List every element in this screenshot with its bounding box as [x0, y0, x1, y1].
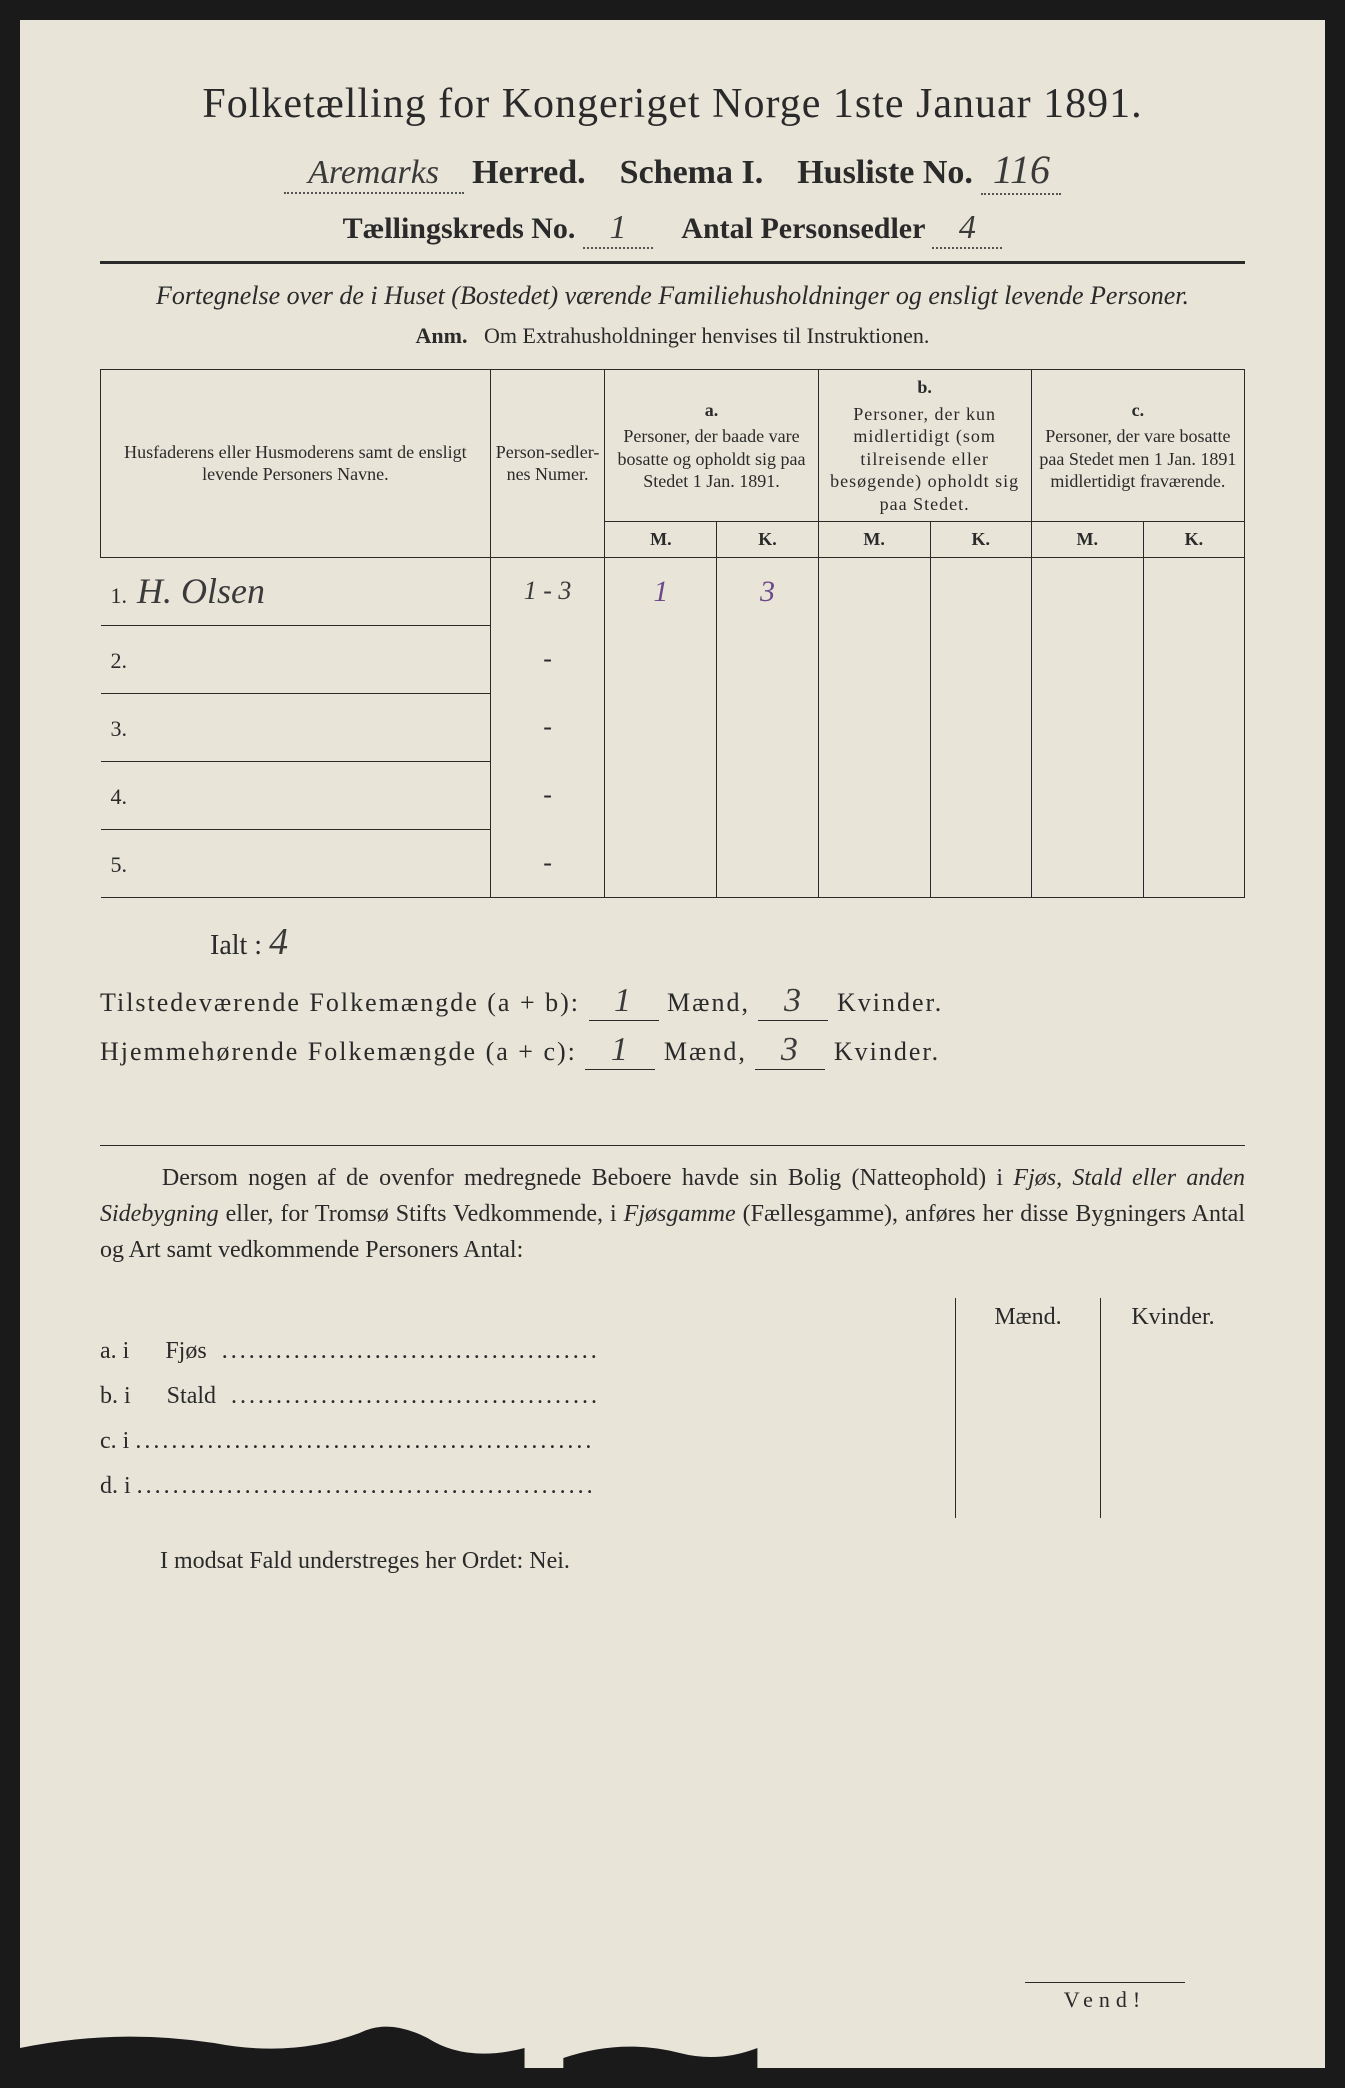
- col-a-k: K.: [717, 522, 818, 558]
- col-c-m: M.: [1031, 522, 1143, 558]
- table-row: 2. -: [101, 625, 1245, 693]
- col-b: b. Personer, der kun midlertidigt (som t…: [818, 370, 1031, 522]
- col-names: Husfaderens eller Husmoderens samt de en…: [101, 370, 491, 558]
- table-row: 5. -: [101, 829, 1245, 897]
- col-b-k: K.: [930, 522, 1031, 558]
- housing-paragraph: Dersom nogen af de ovenfor medregnede Be…: [100, 1160, 1245, 1268]
- census-form-page: Folketælling for Kongeriget Norge 1ste J…: [20, 20, 1325, 2068]
- summary-present: Tilstedeværende Folkemængde (a + b): 1 M…: [100, 982, 1245, 1021]
- col-c: c. Personer, der vare bosatte paa Stedet…: [1031, 370, 1244, 522]
- anm-label: Anm.: [416, 323, 468, 348]
- schema-label: Schema I.: [620, 154, 764, 191]
- kreds-value: 1: [583, 209, 653, 249]
- col-a: a. Personer, der baade vare bosatte og o…: [605, 370, 818, 522]
- table-row: 1.H. Olsen 1 - 3 1 3: [101, 557, 1245, 625]
- modsat-line: I modsat Fald understreges her Ordet: Ne…: [160, 1548, 1245, 1575]
- col-a-m: M.: [605, 522, 717, 558]
- table-row: 4. -: [101, 761, 1245, 829]
- housing-table: a. i Fjøs ..............................…: [100, 1298, 1245, 1518]
- antal-value: 4: [932, 209, 1002, 249]
- herred-value: Aremarks: [284, 154, 464, 194]
- table-body: 1.H. Olsen 1 - 3 1 3 2. - 3. - 4. -: [101, 557, 1245, 897]
- table-row: 3. -: [101, 693, 1245, 761]
- col-c-k: K.: [1143, 522, 1244, 558]
- ialt-line: Ialt : 4: [210, 920, 1245, 964]
- husliste-value: 116: [981, 146, 1061, 195]
- housing-row: b. i Stald .............................…: [100, 1383, 955, 1410]
- page-title: Folketælling for Kongeriget Norge 1ste J…: [100, 80, 1245, 128]
- kreds-label: Tællingskreds No.: [343, 212, 576, 245]
- housing-row: c. i ...................................…: [100, 1428, 955, 1455]
- col-ps: Person-sedler-nes Numer.: [490, 370, 605, 558]
- maend-label: Mænd.: [956, 1298, 1100, 1341]
- main-table: Husfaderens eller Husmoderens samt de en…: [100, 369, 1245, 898]
- divider: [100, 261, 1245, 264]
- header-line: Aremarks Herred. Schema I. Husliste No. …: [100, 146, 1245, 195]
- annotation: Anm. Om Extrahusholdninger henvises til …: [100, 323, 1245, 349]
- subtitle: Fortegnelse over de i Huset (Bostedet) v…: [100, 278, 1245, 313]
- vend-label: Vend!: [1025, 1982, 1185, 2013]
- husliste-label: Husliste No.: [797, 154, 973, 191]
- housing-rows: a. i Fjøs ..............................…: [100, 1298, 955, 1518]
- herred-label: Herred.: [472, 154, 586, 191]
- housing-counts: Mænd. Kvinder.: [955, 1298, 1245, 1518]
- divider: [100, 1145, 1245, 1146]
- housing-row: d. i ...................................…: [100, 1473, 955, 1500]
- col-b-m: M.: [818, 522, 930, 558]
- housing-row: a. i Fjøs ..............................…: [100, 1338, 955, 1365]
- anm-text: Om Extrahusholdninger henvises til Instr…: [484, 323, 929, 348]
- kvinder-label: Kvinder.: [1101, 1298, 1245, 1341]
- summary-resident: Hjemmehørende Folkemængde (a + c): 1 Mæn…: [100, 1031, 1245, 1070]
- antal-label: Antal Personsedler: [681, 212, 925, 245]
- subheader-line: Tællingskreds No. 1 Antal Personsedler 4: [100, 209, 1245, 249]
